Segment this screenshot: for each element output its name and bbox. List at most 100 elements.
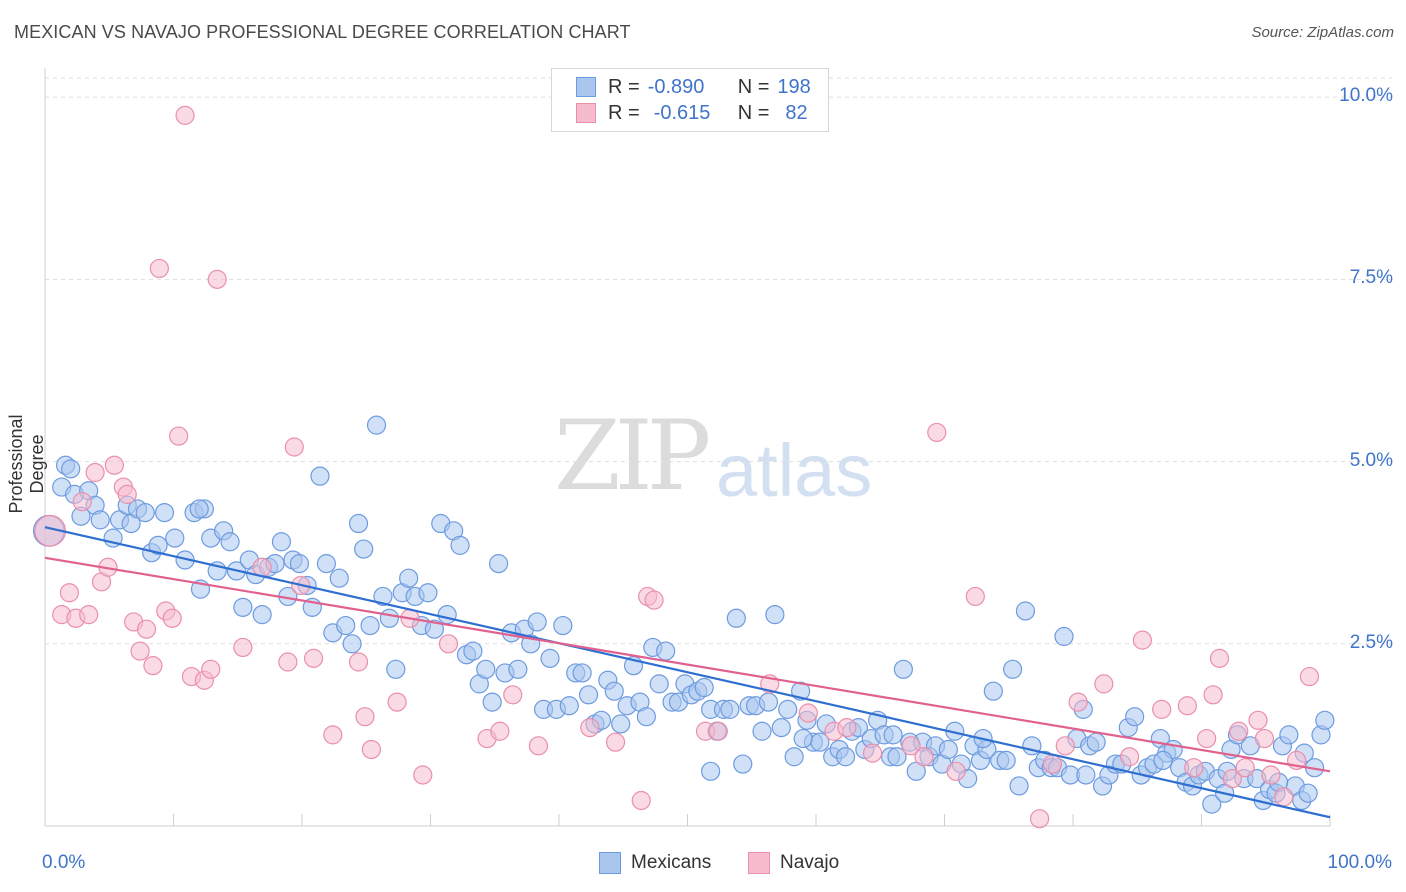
mexicans-point-39 — [316, 554, 337, 574]
navajo-point-67 — [1152, 699, 1172, 719]
mexicans-point-143 — [983, 681, 1003, 701]
mexicans-point-189 — [1279, 725, 1299, 745]
navajo-point-38 — [438, 634, 459, 654]
mexicans-point-66 — [489, 554, 509, 574]
mexicans-point-76 — [553, 615, 573, 636]
legend-item-mexicans[interactable]: Mexicans — [599, 852, 711, 874]
navajo-point-40 — [490, 721, 510, 741]
mexicans-point-145 — [996, 750, 1016, 771]
mexicans-point-72 — [527, 612, 547, 632]
mexicans-point-15 — [154, 502, 175, 523]
navajo-point-5 — [79, 605, 99, 625]
mexicans-point-47 — [366, 415, 387, 435]
y-tick-label-1: 5.0% — [1349, 449, 1393, 471]
navajo-point-76 — [1248, 710, 1268, 730]
navajo-point-25 — [233, 637, 253, 658]
mexicans-point-45 — [354, 539, 374, 559]
navajo-point-66 — [1132, 630, 1152, 650]
stats-legend: R = -0.890 N = 198 R = -0.615 N = 82 — [551, 68, 829, 132]
navajo-point-69 — [1184, 758, 1204, 778]
navajo-point-16 — [149, 258, 169, 279]
legend-mexicans-label: Mexicans — [631, 852, 712, 873]
mexicans-point-58 — [437, 605, 457, 625]
navajo-point-79 — [1274, 787, 1294, 807]
navajo-point-24 — [207, 269, 227, 289]
navajo-point-62 — [1055, 736, 1075, 756]
navajo-point-70 — [1197, 728, 1217, 749]
chart-title: MEXICAN VS NAVAJO PROFESSIONAL DEGREE CO… — [14, 22, 631, 42]
mexicans-point-55 — [418, 583, 438, 603]
navajo-point-33 — [355, 707, 375, 727]
navajo-point-68 — [1177, 696, 1197, 716]
mexicans-point-165 — [1125, 707, 1145, 727]
mexicans-point-197 — [148, 535, 168, 555]
mexicans-point-111 — [778, 699, 798, 719]
mexicans-point-146 — [1003, 659, 1023, 679]
navajo-point-11 — [117, 484, 137, 504]
navajo-point-35 — [387, 692, 407, 712]
navajo-point-43 — [580, 718, 600, 738]
mexicans-point-177 — [1202, 794, 1222, 814]
y-tick-label-3: 10.0% — [1339, 85, 1393, 107]
mexicans-point-60 — [450, 535, 470, 555]
navajo-swatch — [576, 103, 596, 123]
mexicans-point-44 — [348, 513, 369, 534]
navajo-point-15 — [143, 656, 163, 676]
mexicans-point-196 — [61, 459, 81, 479]
mexicans-point-136 — [938, 739, 958, 760]
navajo-point-54 — [862, 743, 883, 763]
legend-item-navajo[interactable]: Navajo — [748, 852, 839, 874]
mexicans-point-50 — [386, 659, 406, 679]
mexicans-point-84 — [604, 681, 624, 701]
navajo-point-51 — [798, 703, 818, 723]
navajo-point-45 — [631, 790, 651, 811]
mexicans-swatch — [576, 77, 596, 97]
mexicans-point-128 — [887, 747, 907, 767]
navajo-point-73 — [1222, 769, 1242, 789]
navajo-point-64 — [1094, 674, 1114, 694]
mexicans-point-192 — [1298, 783, 1318, 803]
navajo-point-78 — [1261, 765, 1281, 785]
mexicans-point-35 — [289, 554, 310, 574]
legend-mexicans-swatch — [599, 852, 621, 874]
legend-navajo-swatch — [748, 852, 770, 874]
navajo-point-60 — [1029, 809, 1050, 829]
mexicans-point-200 — [793, 728, 813, 749]
navajo-point-57 — [927, 422, 947, 443]
mexicans-point-201 — [883, 725, 903, 745]
mexicans-point-16 — [165, 528, 185, 548]
navajo-point-49 — [708, 721, 728, 741]
navajo-point-27 — [278, 652, 298, 672]
navajo-point-14 — [136, 619, 157, 639]
navajo-n-label: N = — [737, 101, 770, 124]
mexicans-point-109 — [765, 605, 785, 625]
navajo-point-71 — [1203, 685, 1223, 705]
navajo-point-34 — [361, 739, 381, 760]
legend-navajo-label: Navajo — [780, 852, 840, 873]
mexicans-point-42 — [336, 615, 356, 636]
mexicans-n-value: 198 — [777, 75, 811, 98]
mexicans-point-79 — [572, 663, 592, 683]
navajo-point-58 — [946, 761, 966, 781]
mexicans-point-7 — [90, 510, 110, 530]
mexicans-point-43 — [342, 634, 362, 654]
mexicans-point-77 — [559, 696, 579, 716]
navajo-point-53 — [837, 718, 857, 738]
mexicans-point-62 — [463, 641, 483, 661]
navajo-point-41 — [503, 685, 523, 705]
navajo-point-55 — [901, 736, 921, 756]
navajo-r-label: R = — [608, 101, 640, 124]
mexicans-point-147 — [1009, 776, 1029, 796]
navajo-point-72 — [1209, 648, 1230, 668]
y-tick-label-0: 2.5% — [1349, 631, 1393, 653]
navajo-point-65 — [1119, 747, 1140, 767]
x-axis-min-label: 0.0% — [42, 852, 86, 873]
mexicans-point-56 — [424, 619, 444, 639]
navajo-point-56 — [914, 747, 934, 767]
navajo-point-18 — [162, 608, 182, 628]
mexicans-point-104 — [733, 754, 753, 774]
legend-row-navajo: R = -0.615 N = 82 — [576, 100, 808, 126]
navajo-point-32 — [348, 652, 369, 672]
mexicans-r-label: R = — [608, 75, 640, 98]
x-axis-max-label: 100.0% — [1327, 852, 1392, 873]
